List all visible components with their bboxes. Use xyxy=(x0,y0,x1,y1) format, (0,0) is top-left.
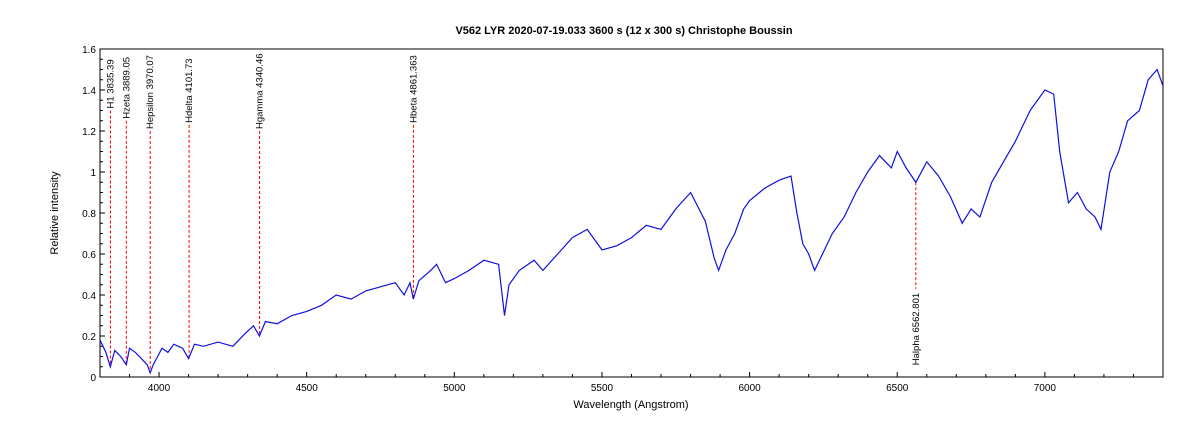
y-tick-label: 0.8 xyxy=(82,209,96,220)
series-line xyxy=(99,68,1164,375)
x-tick-label: 4500 xyxy=(296,383,319,394)
x-tick-label: 4000 xyxy=(148,383,171,394)
spectral-line-label: Hbeta 4861.363 xyxy=(408,55,419,123)
y-tick-label: 1.2 xyxy=(82,127,96,138)
x-axis-label: Wavelength (Angstrom) xyxy=(573,399,688,411)
chart-title: V562 LYR 2020-07-19.033 3600 s (12 x 300… xyxy=(455,25,792,37)
x-tick-label: 5000 xyxy=(443,383,466,394)
y-tick-label: 0.6 xyxy=(82,250,96,261)
y-tick-label: 0 xyxy=(90,373,96,384)
spectral-line-label: Hdelta 4101.73 xyxy=(184,58,195,122)
spectral-line-label: Hzeta 3889.05 xyxy=(121,57,132,119)
x-tick-label: 6500 xyxy=(886,383,909,394)
y-axis: 0 0.2 0.4 0.6 0.8 1 1.2 1.4 1.6 xyxy=(82,45,105,384)
y-tick-label: 0.4 xyxy=(82,291,96,302)
x-tick-label: 5500 xyxy=(591,383,614,394)
y-axis-label: Relative intensity xyxy=(49,171,61,255)
spectral-line-markers: H1 3835.39 Hzeta 3889.05 Hepsilon 3970.07 H… xyxy=(105,53,922,373)
y-tick-label: 1.4 xyxy=(82,86,96,97)
spectral-line-label: Hepsilon 3970.07 xyxy=(145,55,156,129)
x-tick-label: 7000 xyxy=(1034,383,1057,394)
spectral-line-label: Halpha 6562.801 xyxy=(911,293,922,365)
x-axis: 4000 4500 5000 5500 6000 6500 7000 xyxy=(99,372,1164,394)
y-tick-label: 1 xyxy=(90,168,96,179)
spectral-line-label: Hgamma 4340.46 xyxy=(255,53,266,129)
y-tick-label: 1.6 xyxy=(82,45,96,56)
x-tick-label: 6000 xyxy=(738,383,761,394)
spectral-line-label: H1 3835.39 xyxy=(105,59,116,108)
y-tick-label: 0.2 xyxy=(82,332,96,343)
